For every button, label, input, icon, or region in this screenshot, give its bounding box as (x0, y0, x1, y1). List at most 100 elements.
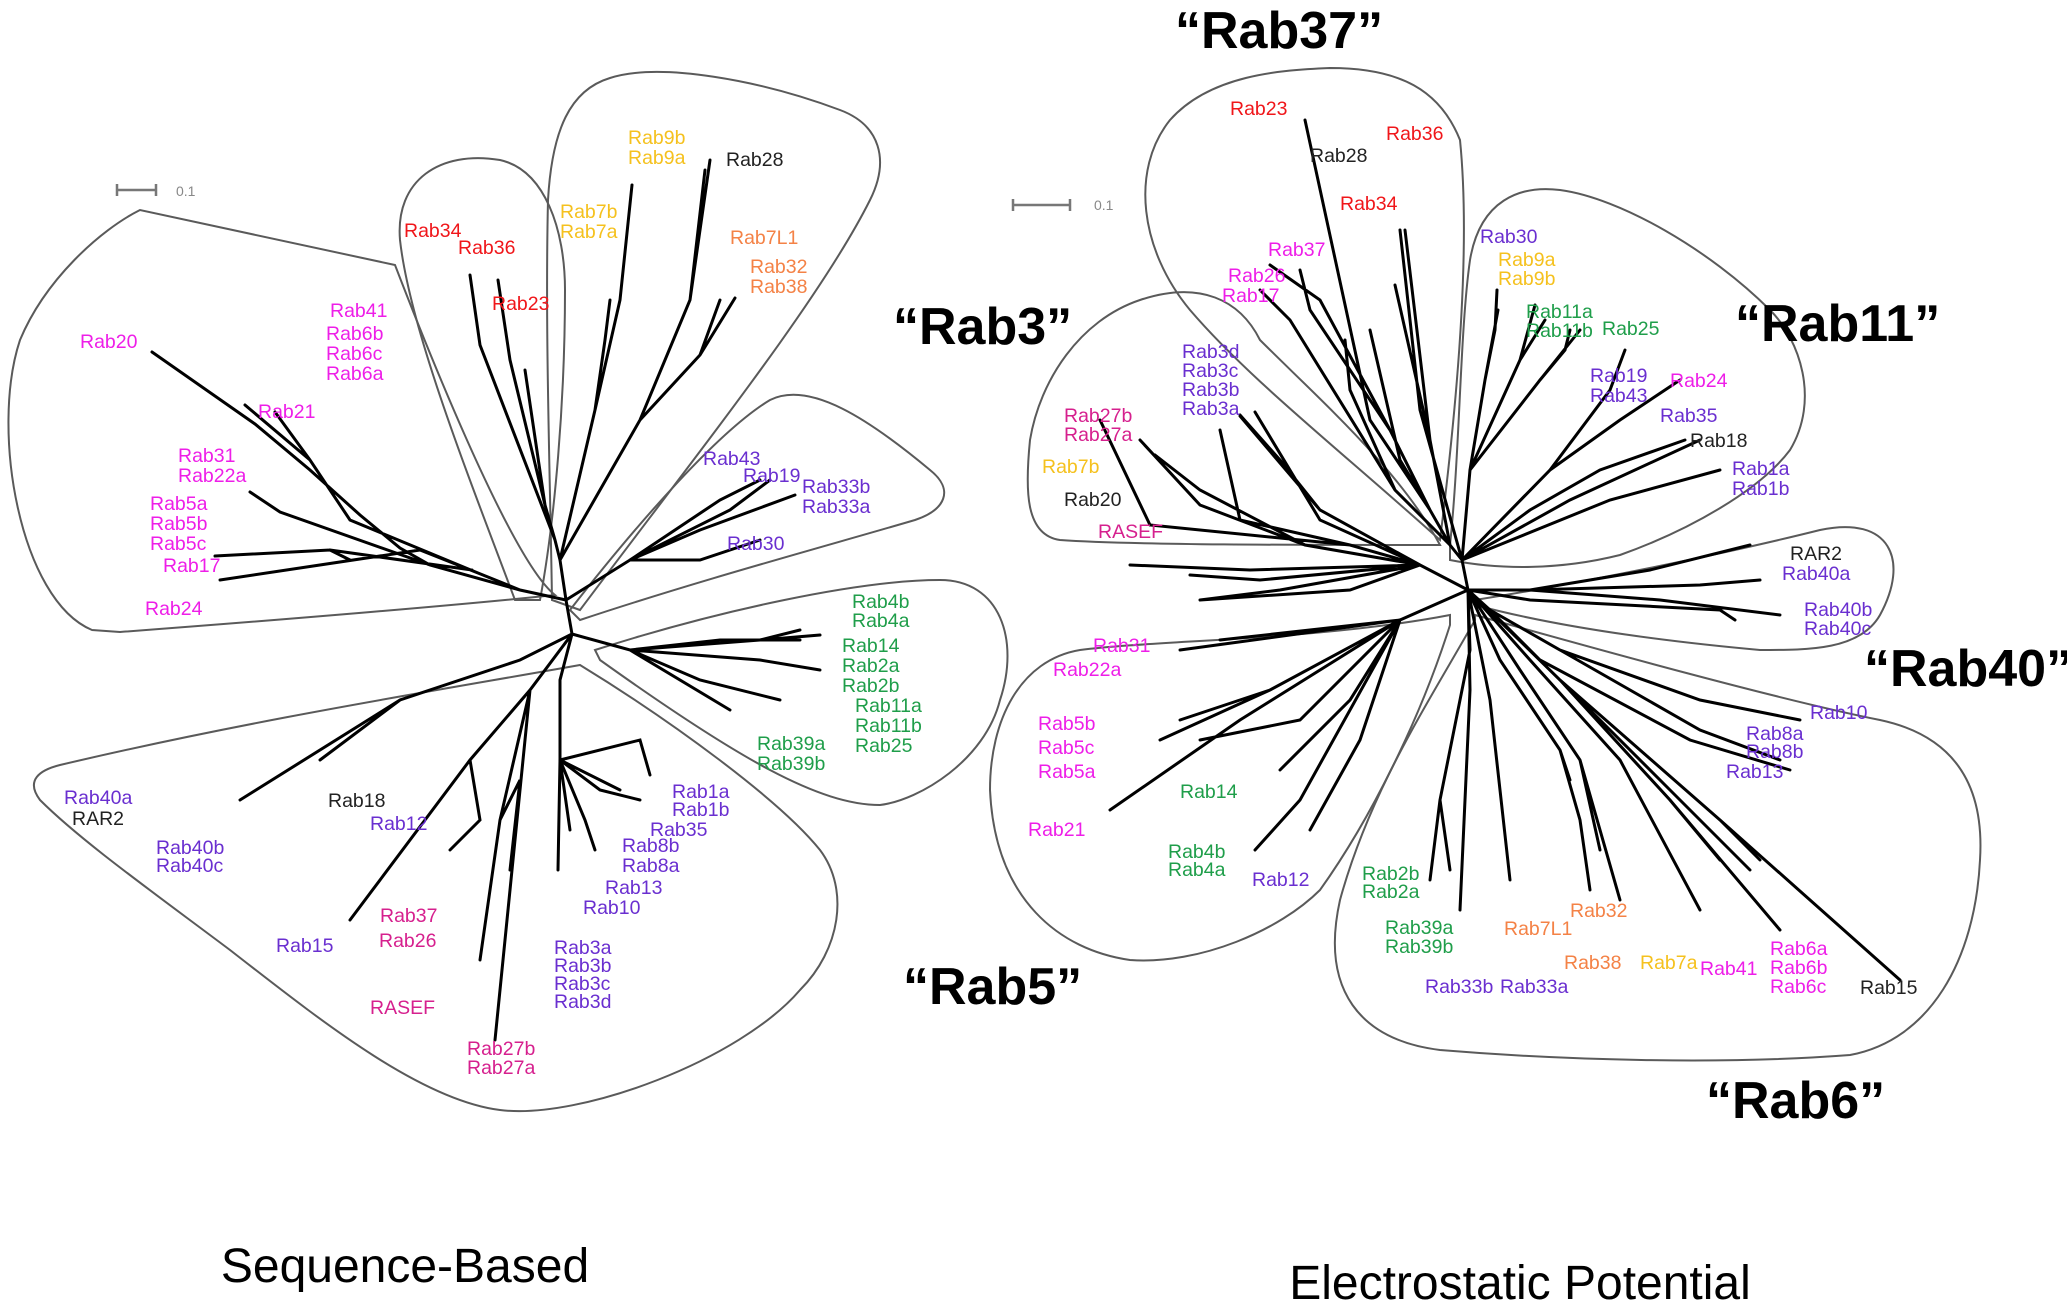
leaf-label: Rab28 (726, 149, 783, 171)
leaf-label: Rab33b (1425, 976, 1493, 998)
leaf-label: Rab36 (458, 237, 515, 259)
leaf-label: Rab37 (380, 905, 437, 927)
leaf-label: Rab11b (855, 715, 922, 737)
leaf-label: Rab26 (379, 930, 436, 952)
leaf-label: Rab8b (1746, 741, 1804, 763)
leaf-label: Rab17 (163, 555, 220, 577)
clade-outline-rab1-rab3 (32, 663, 839, 1113)
leaf-label: Rab10 (1810, 702, 1868, 724)
leaf-label: Rab25 (855, 735, 913, 757)
leaf-label: Rab7L1 (730, 227, 798, 249)
leaf-label: Rab35 (650, 819, 708, 841)
clade-outlines-electrostatic (988, 66, 1982, 1062)
leaf-label: Rab3a (1182, 398, 1240, 420)
leaf-label: Rab12 (1252, 869, 1309, 891)
leaf-label: Rab15 (1860, 977, 1918, 999)
leaf-label: Rab11b (1526, 320, 1593, 342)
leaf-label: Rab5b (150, 513, 208, 535)
leaf-label: Rab24 (1670, 370, 1728, 392)
leaf-label: Rab4a (852, 610, 910, 632)
leaf-label: Rab9b (628, 127, 686, 149)
clade-outline-rab23 (398, 157, 567, 601)
leaf-label: Rab4b (1168, 841, 1226, 863)
leaf-label: Rab11a (1526, 301, 1593, 323)
scale-bar-electrostatic: 0.1 (1011, 197, 1114, 213)
clade-outline-rab5-rab6 (7, 208, 558, 634)
group-title-rab5: “Rab5” (903, 958, 1082, 1016)
leaf-label: Rab18 (1690, 430, 1747, 452)
scale-bar-label: 0.1 (1094, 197, 1114, 213)
leaf-label: Rab33a (802, 496, 870, 518)
clade-outline-rab6 (1333, 613, 1982, 1062)
leaf-label: Rab15 (276, 935, 334, 957)
leaf-label: Rab10 (583, 897, 641, 919)
leaf-label: Rab37 (1268, 239, 1325, 261)
leaf-label: Rab6a (326, 363, 384, 385)
leaf-label: Rab28 (1310, 145, 1367, 167)
leaf-label: Rab41 (330, 300, 387, 322)
leaf-label: Rab40c (1804, 618, 1871, 640)
clade-outline-rab11 (1449, 188, 1806, 568)
leaf-label: Rab33b (802, 476, 870, 498)
panel-caption-electrostatic: Electrostatic Potential (1289, 1257, 1751, 1304)
leaf-label: Rab31 (178, 445, 235, 467)
leaf-label: Rab5a (1038, 761, 1096, 783)
leaf-label: Rab7b (1042, 456, 1100, 478)
leaf-label: Rab4a (1168, 859, 1226, 881)
leaf-label: Rab40a (64, 787, 132, 809)
sequence-tree-panel: 0.1 Rab20 Rab41 Rab6b Rab6c Rab6a Rab21 … (7, 71, 1009, 1293)
leaf-label: Rab22a (178, 465, 246, 487)
leaf-label: Rab3b (554, 955, 612, 977)
leaf-label: Rab8b (622, 835, 680, 857)
leaf-label: RASEF (370, 997, 435, 1019)
leaf-label: Rab39b (1385, 936, 1453, 958)
leaf-label: Rab1b (1732, 478, 1790, 500)
leaf-label: Rab1a (672, 781, 730, 803)
leaf-label: Rab40b (1804, 599, 1872, 621)
leaf-label: Rab38 (1564, 952, 1621, 974)
leaf-label: Rab9a (1498, 249, 1556, 271)
leaf-label: Rab39a (757, 733, 825, 755)
leaf-label: Rab40b (156, 837, 224, 859)
leaf-label: Rab3c (1182, 360, 1239, 382)
leaf-label: Rab5c (150, 533, 207, 555)
leaf-label: Rab43 (703, 448, 760, 470)
group-title-rab11: “Rab11” (1735, 295, 1940, 353)
leaf-label: Rab5c (1038, 737, 1095, 759)
scale-bar-line (1011, 199, 1072, 211)
leaf-label: Rab13 (605, 877, 662, 899)
leaf-label: Rab18 (328, 790, 385, 812)
leaf-label: Rab3d (554, 991, 611, 1013)
clade-outline-rab33 (568, 393, 946, 622)
leaf-label: Rab32 (1570, 900, 1627, 922)
leaf-label: Rab27b (1064, 405, 1132, 427)
branch (150, 158, 822, 1042)
leaf-label: Rab9b (1498, 268, 1556, 290)
panel-caption-sequence: Sequence-Based (221, 1240, 589, 1293)
leaf-label: Rab2b (1362, 863, 1420, 885)
leaf-label: Rab35 (1660, 405, 1718, 427)
leaf-label: Rab23 (1230, 98, 1287, 120)
scale-bar-label: 0.1 (176, 183, 196, 199)
leaf-label: Rab23 (492, 293, 549, 315)
leaf-label: Rab2b (842, 675, 900, 697)
leaf-label: Rab24 (145, 598, 203, 620)
leaf-label: RASEF (1098, 521, 1163, 543)
clade-outline-rab37 (1144, 66, 1465, 543)
leaf-label: Rab6b (326, 323, 384, 345)
leaf-label: Rab27b (467, 1038, 535, 1060)
leaf-label: Rab27a (1064, 424, 1132, 446)
leaf-label: Rab3a (554, 937, 612, 959)
leaf-label: Rab21 (1028, 819, 1085, 841)
leaf-label: Rab3d (1182, 341, 1239, 363)
leaf-label: Rab27a (467, 1057, 535, 1079)
leaf-label: Rab40a (1782, 563, 1850, 585)
leaf-label: Rab11a (855, 695, 922, 717)
leaf-label: Rab38 (750, 276, 807, 298)
leaf-label: Rab30 (1480, 226, 1538, 248)
leaf-label: Rab40c (156, 855, 223, 877)
group-titles-electrostatic: “Rab37” “Rab3” “Rab11” “Rab40” “Rab5” “R… (893, 2, 2067, 1130)
leaf-label: Rab9a (628, 147, 686, 169)
leaf-label: Rab43 (1590, 385, 1647, 407)
